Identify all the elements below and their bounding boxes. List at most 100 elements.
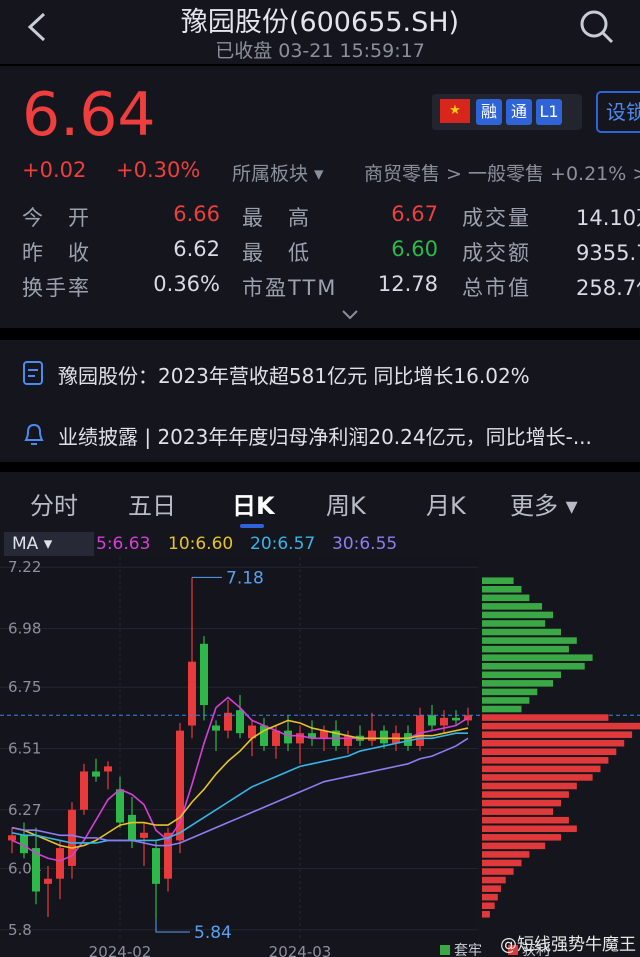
candle-body [452, 717, 460, 721]
chip-legend-label: 获利 [522, 943, 550, 957]
chip-bar [482, 671, 561, 679]
candle-body [152, 848, 160, 884]
badge: 融 [476, 99, 502, 125]
ma-line [11, 737, 469, 847]
chip-bar [482, 577, 514, 584]
candle-body [164, 832, 172, 879]
chip-bar [482, 697, 530, 704]
y-tick-label: 6.75 [8, 678, 41, 696]
candle-body [200, 643, 208, 706]
badge-group: ★ 融通 L1 [432, 94, 582, 130]
period-tab[interactable]: 周K [326, 492, 366, 520]
subsector-link[interactable]: 一般零售 +0.21% > [468, 163, 640, 185]
x-tick-label: 2024-02 [89, 943, 152, 957]
period-tab[interactable]: 更多 ▾ [510, 492, 578, 520]
candle-body [224, 712, 232, 731]
chip-bar [482, 851, 530, 858]
candle-body [68, 809, 76, 866]
period-tab[interactable]: 分时 [30, 492, 78, 520]
stat-label: 市盈TTM [242, 276, 338, 300]
expand-chevron[interactable] [340, 308, 360, 322]
candle-body [404, 733, 412, 746]
chip-bar [482, 603, 543, 610]
period-tab[interactable]: 日K [232, 492, 275, 520]
stat-value: 9355.7万 [576, 241, 640, 265]
candle-body [188, 661, 196, 726]
chip-legend-swatch [508, 945, 518, 955]
chip-bar [482, 834, 561, 841]
candle-body [428, 715, 436, 726]
dropdown-arrow: ▾ [558, 492, 578, 520]
stat-label: 成交量 [462, 206, 531, 230]
news-headline[interactable]: 业绩披露 | 2023年年度归母净利润20.24亿元，同比增长-... [58, 425, 592, 449]
news-icon [23, 361, 43, 385]
candle-body [176, 730, 184, 841]
period-tab[interactable]: 五日 [128, 492, 176, 520]
period-tab[interactable]: 月K [426, 492, 466, 520]
candle-body [344, 735, 352, 746]
y-tick-label: 6.98 [8, 619, 41, 637]
stat-label: 最 高 [242, 206, 311, 230]
last-price: 6.64 [22, 80, 156, 150]
stock-title: 豫园股份(600655.SH) [180, 7, 460, 38]
chip-bar [482, 705, 522, 713]
stat-value: 6.62 [173, 237, 220, 261]
y-tick-label: 6.27 [8, 801, 41, 819]
candle-body [416, 715, 424, 746]
stat-value: 6.60 [391, 237, 438, 261]
sector-link[interactable]: 商贸零售 > [364, 163, 462, 185]
news-panel: 豫园股份：2023年营收超581亿元 同比增长16.02% 业绩披露 | 202… [0, 340, 640, 462]
badges: 融通 L1 [476, 99, 566, 125]
stat-value: 14.10万 [576, 206, 640, 230]
candle-body [20, 835, 28, 854]
chip-bar [482, 714, 609, 721]
candle-body [248, 725, 256, 739]
candle-body [92, 771, 100, 777]
watermark: @短线强势牛魔王 [500, 935, 636, 955]
y-tick-label: 7.22 [8, 558, 41, 576]
chip-bar [482, 611, 554, 619]
ma-selector[interactable] [4, 532, 94, 556]
stat-label: 成交额 [462, 241, 531, 265]
sector-dropdown[interactable]: 所属板块 ▾ [232, 163, 324, 185]
chip-bar [482, 748, 617, 756]
chip-bar [482, 782, 577, 790]
stat-value: 6.67 [391, 202, 438, 226]
chip-bar [482, 585, 522, 593]
candle-body [128, 814, 136, 841]
news-headline[interactable]: 豫园股份：2023年营收超581亿元 同比增长16.02% [58, 364, 530, 388]
price-change: +0.02 [22, 158, 87, 182]
chip-bar [482, 791, 569, 798]
chip-bar [482, 680, 554, 687]
back-button[interactable] [24, 10, 52, 44]
candle-body [104, 766, 112, 772]
chip-bar [482, 825, 577, 833]
nav-bar: 豫园股份(600655.SH) 已收盘 03-21 15:59:17 [0, 0, 640, 64]
stat-value: 12.78 [377, 272, 438, 296]
chip-bar [482, 902, 495, 910]
chip-bar [482, 594, 530, 602]
chip-bar [482, 757, 609, 764]
active-tab-underline [240, 524, 264, 528]
chip-bar [482, 628, 561, 636]
candle-body [368, 730, 376, 741]
stat-label: 今 开 [22, 206, 91, 230]
alert-button[interactable]: 设锁 [596, 91, 640, 133]
candle-body [284, 730, 292, 744]
chip-bar [482, 765, 601, 773]
chip-bar [482, 893, 498, 901]
candle-body [212, 725, 220, 731]
low-pointer [155, 919, 190, 933]
y-tick-label: 5.8 [8, 921, 32, 939]
candle-body [8, 835, 16, 841]
search-button[interactable] [578, 8, 618, 48]
ma-title: MA ▾ [12, 534, 53, 554]
badge: 通 [506, 99, 532, 125]
chip-bar [482, 739, 625, 747]
candle-body [140, 832, 148, 838]
chip-bar [482, 799, 561, 807]
stat-value: 6.66 [173, 202, 220, 226]
chip-bar [482, 688, 538, 696]
sector-label: 所属板块 [232, 163, 309, 185]
